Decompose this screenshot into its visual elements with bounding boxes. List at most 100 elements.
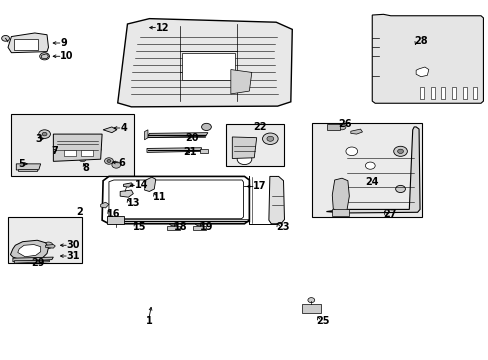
Bar xyxy=(327,125,339,130)
Circle shape xyxy=(386,37,394,43)
Circle shape xyxy=(400,55,409,62)
Text: 28: 28 xyxy=(413,36,427,46)
Polygon shape xyxy=(147,148,201,152)
Circle shape xyxy=(1,36,9,41)
Bar xyxy=(64,150,76,156)
Polygon shape xyxy=(109,180,243,219)
Text: 8: 8 xyxy=(82,163,89,173)
Polygon shape xyxy=(102,176,249,224)
Text: 19: 19 xyxy=(199,222,213,231)
Circle shape xyxy=(345,147,357,156)
Bar xyxy=(182,53,234,80)
Circle shape xyxy=(262,133,278,144)
Text: 18: 18 xyxy=(173,222,187,231)
Circle shape xyxy=(107,159,111,162)
Bar xyxy=(81,150,93,156)
Circle shape xyxy=(39,130,50,138)
Circle shape xyxy=(266,136,273,141)
Text: 27: 27 xyxy=(383,209,396,219)
Text: 3: 3 xyxy=(36,134,42,144)
Polygon shape xyxy=(350,129,362,134)
Polygon shape xyxy=(101,202,109,208)
Circle shape xyxy=(56,149,60,152)
Bar xyxy=(167,226,180,230)
Text: 13: 13 xyxy=(126,198,140,208)
Circle shape xyxy=(112,162,121,168)
Circle shape xyxy=(365,162,374,169)
Bar xyxy=(331,209,348,216)
Text: 9: 9 xyxy=(60,38,67,48)
Circle shape xyxy=(54,147,62,154)
Text: 4: 4 xyxy=(120,123,127,133)
Bar xyxy=(225,124,283,166)
Text: 2: 2 xyxy=(76,207,83,217)
Text: 6: 6 xyxy=(119,158,125,168)
Text: 15: 15 xyxy=(133,222,146,231)
Polygon shape xyxy=(8,33,48,53)
Text: 22: 22 xyxy=(253,122,266,132)
Circle shape xyxy=(79,157,86,162)
Text: 31: 31 xyxy=(66,251,80,261)
Text: 25: 25 xyxy=(316,316,329,325)
Polygon shape xyxy=(147,133,207,138)
Circle shape xyxy=(42,55,46,58)
Polygon shape xyxy=(120,190,133,197)
Bar xyxy=(193,226,205,230)
Circle shape xyxy=(33,164,39,168)
Polygon shape xyxy=(16,164,41,170)
Polygon shape xyxy=(41,54,48,59)
Polygon shape xyxy=(415,67,428,77)
Polygon shape xyxy=(232,137,256,158)
Circle shape xyxy=(307,298,314,303)
Bar xyxy=(441,87,445,99)
Polygon shape xyxy=(53,134,102,161)
Circle shape xyxy=(400,87,409,94)
Bar xyxy=(8,217,82,263)
Text: 5: 5 xyxy=(18,159,25,169)
Circle shape xyxy=(397,149,403,153)
Circle shape xyxy=(337,124,345,130)
Circle shape xyxy=(386,87,394,94)
Polygon shape xyxy=(13,257,53,262)
Polygon shape xyxy=(331,178,348,212)
Text: 17: 17 xyxy=(253,181,266,192)
Bar xyxy=(302,305,320,314)
Circle shape xyxy=(400,24,409,31)
Polygon shape xyxy=(18,169,37,171)
Bar xyxy=(107,216,124,224)
Bar xyxy=(472,87,476,99)
Circle shape xyxy=(199,53,206,59)
Text: 16: 16 xyxy=(107,209,120,219)
Circle shape xyxy=(194,219,204,226)
Circle shape xyxy=(272,207,280,212)
Polygon shape xyxy=(144,130,148,140)
Text: 1: 1 xyxy=(146,316,152,325)
Text: 21: 21 xyxy=(183,147,197,157)
Polygon shape xyxy=(144,177,156,192)
Circle shape xyxy=(104,158,113,164)
Circle shape xyxy=(400,73,409,79)
Text: 26: 26 xyxy=(337,120,351,129)
Polygon shape xyxy=(118,19,292,107)
Bar xyxy=(451,87,455,99)
Text: 30: 30 xyxy=(66,240,80,250)
Circle shape xyxy=(102,202,112,209)
Circle shape xyxy=(93,147,101,152)
Circle shape xyxy=(201,123,211,131)
Circle shape xyxy=(393,146,407,156)
Circle shape xyxy=(386,23,394,29)
Circle shape xyxy=(40,53,49,60)
Circle shape xyxy=(44,242,53,248)
Circle shape xyxy=(237,154,251,165)
Polygon shape xyxy=(326,127,419,213)
Circle shape xyxy=(386,73,394,79)
Text: 12: 12 xyxy=(156,23,169,33)
Polygon shape xyxy=(371,14,483,103)
Polygon shape xyxy=(230,69,251,94)
Bar xyxy=(14,40,38,50)
Bar xyxy=(462,87,466,99)
Polygon shape xyxy=(45,244,55,248)
Text: 14: 14 xyxy=(135,180,148,190)
Circle shape xyxy=(272,197,280,203)
Polygon shape xyxy=(14,260,49,263)
